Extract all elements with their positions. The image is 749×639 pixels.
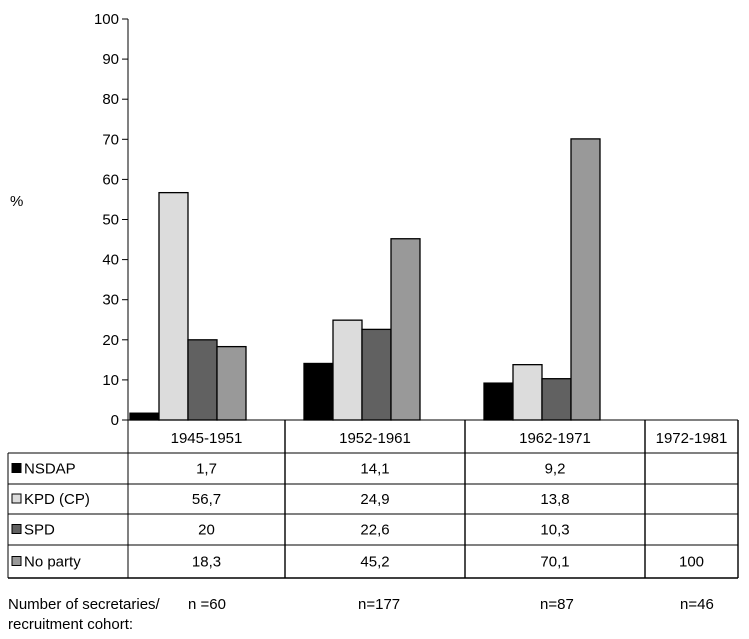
bar-spd-1952-1961 [361, 328, 392, 421]
bar-nsdap-1945-1951 [129, 412, 160, 421]
data-label-no-party-1962-1971: 70,1 [540, 554, 569, 571]
y-tick-label-70: 70 [102, 131, 119, 148]
cohort-count-4: n=46 [680, 596, 714, 613]
bar-kpd-cp--1945-1951 [158, 191, 189, 421]
data-label-nsdap-1962-1971: 9,2 [545, 461, 566, 478]
category-label-1962-1971: 1962-1971 [519, 430, 591, 447]
y-tick-label-10: 10 [102, 372, 119, 389]
bar-no-party-1945-1951 [216, 345, 247, 421]
y-tick-label-100: 100 [94, 11, 119, 28]
y-tick-label-50: 50 [102, 212, 119, 229]
bar-kpd-cp--1962-1971 [512, 364, 543, 421]
cohort-count-2: n=177 [358, 596, 401, 613]
data-label-nsdap-1952-1961: 14,1 [360, 461, 389, 478]
data-label-no-party-1945-1951: 18,3 [192, 554, 221, 571]
data-label-spd-1962-1971: 10,3 [540, 522, 569, 539]
y-tick-label-60: 60 [102, 171, 119, 188]
cohort-count-3: n=87 [540, 596, 574, 613]
legend-label-spd: SPD [24, 522, 55, 539]
secretaries-count-label: Number of secretaries/ recruitment cohor… [8, 595, 160, 635]
y-axis-label: % [10, 193, 23, 210]
legend-swatch-nsdap [11, 463, 22, 473]
y-tick-label-0: 0 [111, 412, 119, 429]
chart: 0 10 20 30 40 50 60 70 80 90 100 % 1945-1951 1952-1… [7, 11, 739, 579]
bar-no-party-1952-1961 [390, 238, 421, 421]
plot-area [129, 138, 601, 421]
data-label-no-party-1952-1961: 45,2 [360, 554, 389, 571]
data-table: 1945-1951 1952-1961 1962-1971 1972-1981 NSDA… [7, 419, 739, 579]
data-label-spd-1952-1961: 22,6 [360, 522, 389, 539]
y-tick-label-80: 80 [102, 91, 119, 108]
data-label-nsdap-1945-1951: 1,7 [196, 461, 217, 478]
bar-nsdap-1962-1971 [483, 382, 514, 421]
secretaries-count-label-line2: recruitment cohort: [8, 616, 134, 633]
category-label-1972-1981: 1972-1981 [656, 430, 728, 447]
legend-swatch-spd [11, 524, 22, 534]
y-tick-label-30: 30 [102, 292, 119, 309]
bar-no-party-1962-1971 [570, 138, 601, 421]
data-label-spd-1945-1951: 20 [198, 522, 215, 539]
bar-spd-1945-1951 [187, 339, 218, 421]
category-label-1952-1961: 1952-1961 [339, 430, 411, 447]
secretaries-count-label-line1: Number of secretaries/ [8, 596, 160, 613]
bar-spd-1962-1971 [541, 378, 572, 421]
data-label-no-party-1972-1981: 100 [679, 554, 704, 571]
cohort-count-1: n =60 [188, 596, 226, 613]
y-tick-label-20: 20 [102, 332, 119, 349]
y-tick-label-40: 40 [102, 252, 119, 269]
bar-kpd-cp--1952-1961 [332, 319, 363, 421]
data-label-kpd-cp--1952-1961: 24,9 [360, 491, 389, 508]
legend-swatch-kpd-cp- [11, 493, 22, 504]
legend-swatch-no-party [11, 556, 22, 566]
y-axis: 0 10 20 30 40 50 60 70 80 90 100 [94, 11, 129, 429]
category-label-1945-1951: 1945-1951 [171, 430, 243, 447]
bar-nsdap-1952-1961 [303, 362, 334, 421]
data-label-kpd-cp--1945-1951: 56,7 [192, 491, 221, 508]
legend-label-nsdap: NSDAP [24, 461, 76, 478]
legend-label-kpd-cp-: KPD (CP) [24, 491, 90, 508]
y-tick-label-90: 90 [102, 51, 119, 68]
data-label-kpd-cp--1962-1971: 13,8 [540, 491, 569, 508]
legend-label-no-party: No party [24, 554, 81, 571]
